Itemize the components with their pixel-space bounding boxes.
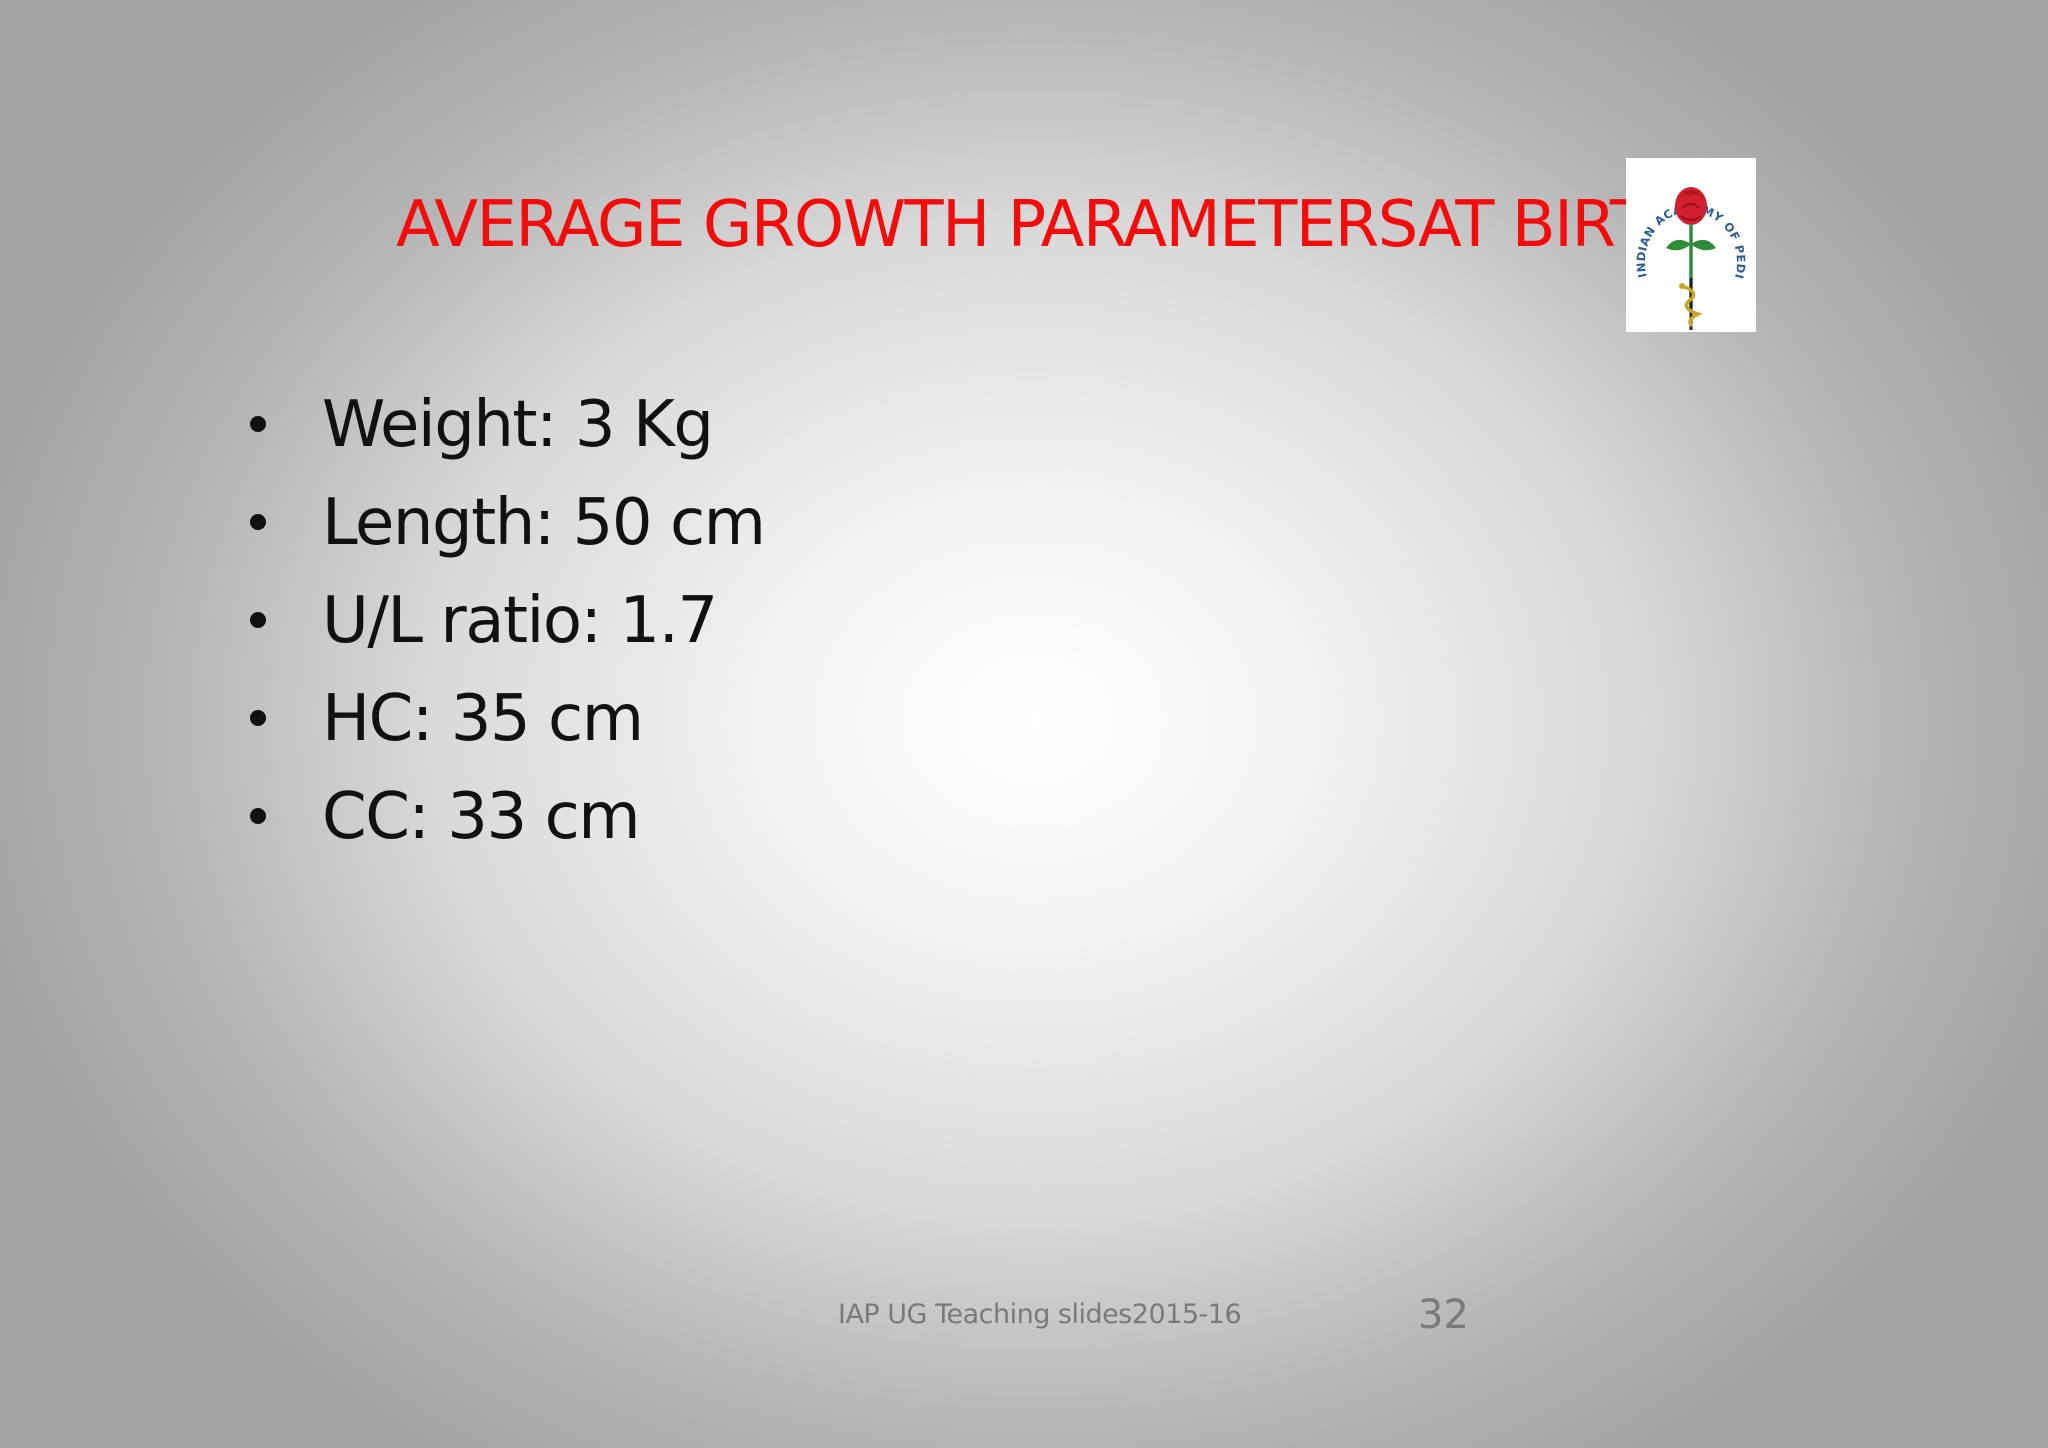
bullet-dot-icon: [250, 416, 266, 432]
slide-footer: IAP UG Teaching slides2015-16: [838, 1299, 1242, 1330]
bullet-dot-icon: [250, 514, 266, 530]
bullet-dot-icon: [250, 612, 266, 628]
iap-logo-icon: INDIAN ACADEMY OF PEDIATRICS: [1626, 158, 1756, 332]
bullet-dot-icon: [250, 808, 266, 824]
page-number: 32: [1418, 1292, 1469, 1338]
bullet-text: Weight: 3 Kg: [322, 388, 714, 462]
slide-title: AVERAGE GROWTH PARAMETERSAT BIRTH: [396, 188, 1696, 262]
bullet-text: CC: 33 cm: [322, 780, 641, 854]
bullet-text: Length: 50 cm: [322, 486, 766, 560]
bullet-dot-icon: [250, 710, 266, 726]
bullet-text: U/L ratio: 1.7: [322, 584, 718, 658]
bullet-text: HC: 35 cm: [322, 682, 644, 756]
